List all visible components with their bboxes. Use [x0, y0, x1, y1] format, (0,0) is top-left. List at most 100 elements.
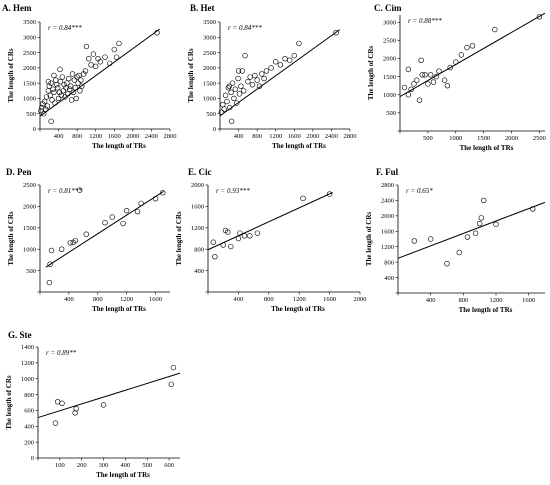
- data-point: [408, 86, 414, 93]
- data-point: [100, 402, 107, 408]
- data-point: [74, 74, 80, 80]
- y-tick-label: 500: [386, 110, 396, 117]
- data-point: [72, 237, 79, 244]
- panel-1: A. Hem 400 800 1200 1600 2000 2400 2800 0 500 1000…: [2, 3, 177, 150]
- data-point: [154, 30, 160, 36]
- x-tick-label: 1600: [108, 133, 121, 140]
- data-point: [97, 59, 104, 65]
- y-tick-label: 1000: [23, 96, 36, 103]
- data-point: [66, 75, 72, 82]
- data-point: [72, 410, 78, 416]
- data-point: [430, 79, 437, 85]
- data-point: [47, 261, 53, 267]
- data-point: [427, 236, 434, 242]
- x-tick-label: 2400: [325, 133, 338, 140]
- data-point: [414, 77, 420, 83]
- data-point: [54, 85, 61, 91]
- data-point: [50, 86, 56, 92]
- y-tick-label: 500: [206, 111, 216, 118]
- data-point: [453, 59, 459, 65]
- x-tick-label: 2500: [533, 135, 546, 142]
- correlation-annotation: r = 0.89**: [46, 349, 77, 357]
- y-tick-label: 200: [24, 439, 34, 446]
- data-point: [88, 62, 94, 68]
- data-point: [245, 78, 251, 85]
- x-tick-label: 1600: [288, 133, 301, 140]
- data-point: [61, 81, 67, 88]
- y-axis-label: The length of CRs: [367, 46, 375, 101]
- regression-line: [219, 29, 341, 117]
- y-tick-label: 800: [24, 392, 34, 399]
- y-tick-label: 2500: [203, 50, 216, 57]
- y-tick-label: 400: [194, 268, 204, 275]
- data-point: [326, 191, 333, 197]
- data-point: [45, 88, 52, 94]
- panel-5: E. Cic 400 800 1200 1600 2000 400 800 1200 1600 20…: [175, 167, 367, 313]
- data-point: [235, 235, 242, 242]
- data-point: [90, 51, 97, 57]
- y-tick-label: 1500: [23, 80, 36, 87]
- regression-line: [45, 190, 164, 268]
- data-point: [58, 92, 65, 99]
- data-point: [42, 106, 49, 112]
- data-point: [235, 75, 241, 82]
- y-tick-label: 400: [24, 423, 34, 430]
- x-tick-label: 500: [142, 462, 152, 469]
- y-tick-label: 3500: [23, 19, 36, 26]
- correlation-annotation: r = 0.88***: [408, 17, 442, 25]
- x-axis-label: The length of TRs: [96, 471, 150, 479]
- y-tick-label: 500: [26, 268, 36, 275]
- correlation-annotation: r = 0.84***: [228, 24, 262, 32]
- data-point: [411, 238, 418, 244]
- y-tick-label: 2000: [23, 204, 36, 211]
- data-point: [247, 74, 253, 80]
- data-point: [254, 77, 260, 83]
- x-tick-label: 2000: [354, 296, 367, 303]
- data-point: [69, 71, 76, 77]
- data-point: [237, 230, 243, 236]
- y-tick-label: 500: [26, 111, 36, 118]
- data-point: [220, 101, 226, 108]
- panel-title: G. Ste: [8, 330, 32, 340]
- data-point: [138, 200, 144, 207]
- y-tick-label: 2500: [23, 182, 36, 189]
- panel-title: A. Hem: [2, 3, 32, 13]
- data-point: [282, 55, 288, 62]
- data-point: [77, 88, 83, 94]
- data-point: [41, 98, 48, 105]
- data-point: [419, 72, 426, 78]
- x-axis-label: The length of TRs: [459, 306, 513, 314]
- data-point: [225, 229, 231, 235]
- data-point: [493, 221, 499, 228]
- data-point: [59, 74, 65, 80]
- data-point: [67, 240, 74, 246]
- data-point: [68, 97, 75, 103]
- data-point: [83, 231, 89, 237]
- y-axis-label: The length of CRs: [175, 211, 183, 266]
- x-tick-label: 400: [426, 297, 436, 304]
- data-point: [242, 52, 248, 59]
- data-point: [55, 95, 62, 102]
- x-tick-label: 400: [54, 133, 64, 140]
- y-tick-label: 2000: [203, 65, 216, 72]
- data-point: [458, 52, 465, 58]
- data-point: [263, 68, 270, 74]
- data-point: [492, 26, 498, 33]
- data-point: [433, 73, 439, 80]
- data-point: [73, 406, 79, 412]
- data-point: [58, 246, 65, 252]
- data-point: [422, 72, 428, 78]
- data-point: [228, 243, 234, 250]
- data-point: [39, 104, 45, 111]
- y-axis-label: The length of CRs: [7, 48, 15, 103]
- data-point: [102, 54, 108, 60]
- data-point: [234, 100, 240, 106]
- data-point: [444, 82, 451, 89]
- data-point: [48, 247, 55, 254]
- data-point: [530, 206, 536, 212]
- y-tick-label: 1000: [383, 92, 396, 99]
- data-point: [120, 220, 126, 227]
- data-point: [67, 83, 74, 89]
- data-point: [252, 72, 258, 79]
- data-point: [212, 253, 218, 260]
